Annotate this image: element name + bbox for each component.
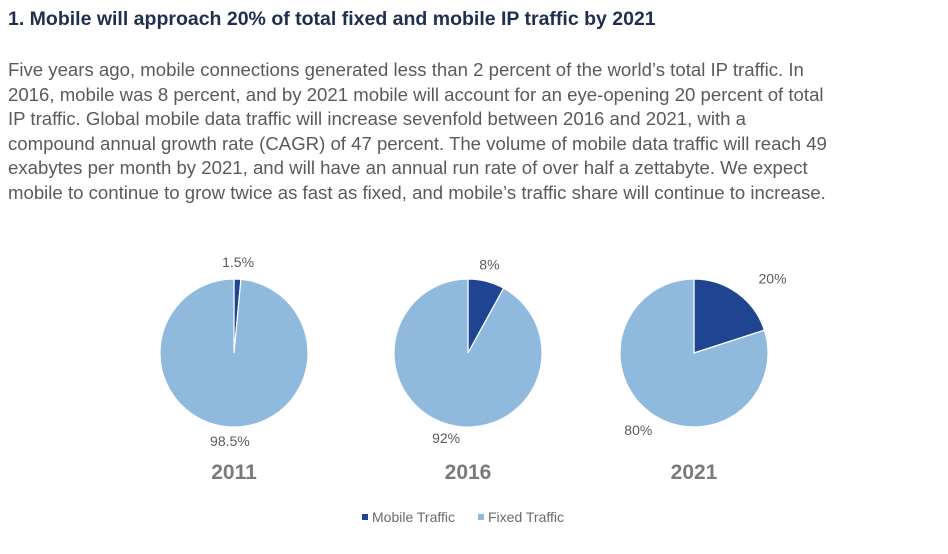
pie-slice-fixed xyxy=(393,278,543,428)
legend-label: Fixed Traffic xyxy=(488,509,564,525)
pie-data-label: 8% xyxy=(479,257,499,273)
paragraph-line: IP traffic. Global mobile data traffic w… xyxy=(8,108,746,130)
pie-slice-mobile xyxy=(693,278,766,354)
page-title: 1. Mobile will approach 20% of total fix… xyxy=(8,8,656,30)
pie-data-label: 80% xyxy=(624,422,652,438)
legend-swatch xyxy=(362,514,368,520)
pie-title: 2011 xyxy=(211,461,257,484)
description-paragraph: Five years ago, mobile connections gener… xyxy=(8,58,943,206)
pie-data-label: 98.5% xyxy=(210,433,250,449)
paragraph-line: Five years ago, mobile connections gener… xyxy=(8,59,804,80)
paragraph-line: mobile to continue to grow twice as fast… xyxy=(8,181,826,203)
paragraph-line: 2016, mobile was 8 percent, and by 2021 … xyxy=(8,83,824,105)
pie-slice-fixed xyxy=(159,278,309,428)
legend-label: Mobile Traffic xyxy=(372,509,455,525)
pie-title: 2021 xyxy=(671,461,718,484)
pie-data-label: 1.5% xyxy=(222,254,254,270)
pie-title: 2016 xyxy=(445,461,492,484)
pie-data-label: 20% xyxy=(759,270,787,286)
pie-data-label: 92% xyxy=(432,430,460,446)
pie-slice-fixed xyxy=(619,278,769,428)
legend-swatch xyxy=(478,514,484,520)
paragraph-line: compound annual growth rate (CAGR) of 47… xyxy=(8,132,827,154)
paragraph-line: exabytes per month by 2021, and will hav… xyxy=(8,157,808,179)
